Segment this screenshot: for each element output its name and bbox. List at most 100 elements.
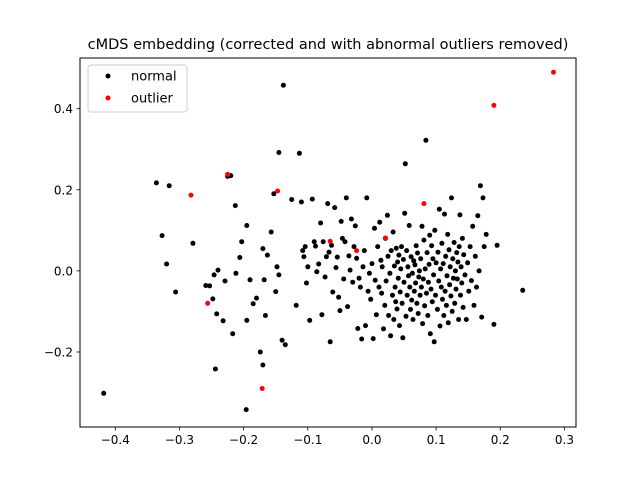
x-tick-label: −0.2 [229, 433, 258, 447]
point-normal-115 [386, 313, 392, 318]
point-normal-94 [364, 195, 370, 201]
point-normal-154 [412, 262, 418, 268]
point-normal-128 [395, 275, 401, 281]
point-normal-141 [404, 248, 410, 254]
point-normal-110 [382, 302, 388, 308]
point-normal-157 [414, 300, 420, 306]
point-normal-219 [454, 276, 460, 282]
point-normal-54 [309, 196, 315, 202]
point-normal-96 [366, 270, 372, 276]
x-tick-label: −0.3 [165, 433, 194, 447]
point-normal-164 [418, 284, 424, 290]
points-layer [101, 69, 556, 413]
point-normal-145 [406, 223, 412, 228]
point-normal-247 [491, 321, 497, 327]
point-normal-11 [215, 267, 221, 273]
point-normal-178 [427, 331, 433, 337]
point-outlier-0 [551, 69, 556, 75]
point-normal-191 [436, 206, 442, 212]
point-normal-173 [424, 250, 430, 256]
point-normal-9 [210, 296, 216, 302]
point-normal-45 [293, 302, 299, 308]
point-outlier-3 [275, 188, 281, 194]
point-normal-211 [449, 308, 455, 314]
point-normal-204 [445, 231, 451, 237]
point-normal-59 [318, 220, 324, 226]
point-normal-33 [262, 313, 268, 318]
point-normal-126 [394, 306, 400, 312]
point-normal-202 [443, 302, 449, 308]
point-normal-193 [438, 266, 444, 272]
point-normal-119 [390, 292, 395, 298]
point-normal-99 [370, 336, 376, 342]
point-normal-62 [322, 274, 328, 280]
y-tick-label: 0.0 [54, 264, 73, 278]
point-normal-48 [300, 248, 306, 254]
point-normal-80 [346, 253, 352, 259]
point-normal-225 [458, 264, 464, 270]
point-normal-7 [203, 283, 209, 288]
point-normal-244 [480, 195, 486, 201]
point-normal-20 [233, 270, 239, 276]
point-normal-101 [372, 277, 378, 283]
point-normal-213 [450, 275, 456, 281]
point-normal-222 [456, 244, 462, 250]
point-normal-232 [465, 260, 471, 266]
point-normal-132 [398, 266, 404, 272]
point-normal-93 [363, 323, 368, 329]
y-tick-label: 0.4 [54, 102, 73, 116]
point-normal-108 [379, 264, 385, 270]
legend-label-normal: normal [131, 70, 177, 85]
point-normal-70 [333, 265, 339, 271]
point-normal-73 [337, 308, 343, 314]
point-normal-123 [392, 284, 398, 290]
point-normal-42 [282, 342, 288, 348]
point-normal-74 [338, 218, 344, 224]
point-normal-137 [401, 279, 407, 285]
point-normal-130 [397, 323, 402, 329]
point-outlier-2 [225, 171, 231, 177]
point-normal-39 [276, 150, 282, 155]
point-normal-175 [425, 279, 431, 285]
point-normal-199 [442, 211, 447, 217]
point-normal-28 [254, 295, 259, 301]
point-normal-60 [319, 312, 325, 318]
point-normal-249 [520, 287, 526, 293]
y-tick-label: −0.2 [44, 345, 73, 359]
point-normal-156 [413, 243, 419, 249]
point-normal-229 [461, 252, 467, 258]
point-normal-214 [451, 240, 457, 245]
point-normal-167 [420, 276, 426, 282]
point-normal-133 [399, 244, 404, 250]
point-normal-210 [449, 195, 454, 201]
point-normal-27 [250, 301, 256, 307]
point-normal-246 [483, 231, 489, 237]
point-normal-6 [190, 240, 196, 246]
point-normal-41 [279, 337, 285, 343]
point-normal-38 [274, 264, 280, 270]
point-normal-139 [402, 161, 408, 167]
point-normal-121 [391, 317, 397, 322]
x-tick-label: 0.2 [491, 433, 510, 447]
point-normal-187 [433, 260, 439, 266]
point-normal-98 [369, 261, 375, 267]
point-normal-152 [411, 258, 417, 264]
point-normal-69 [332, 205, 338, 211]
point-normal-22 [239, 239, 245, 245]
point-normal-113 [384, 212, 390, 218]
point-normal-118 [388, 248, 394, 254]
point-normal-146 [407, 284, 413, 290]
point-normal-197 [440, 261, 446, 267]
point-normal-68 [330, 289, 336, 295]
point-normal-237 [471, 302, 477, 308]
point-normal-82 [348, 216, 354, 222]
point-normal-223 [457, 212, 463, 218]
point-normal-208 [447, 264, 453, 270]
point-normal-100 [372, 225, 377, 231]
point-normal-87 [355, 326, 361, 331]
legend-box [87, 64, 188, 113]
point-normal-36 [273, 289, 279, 295]
point-normal-203 [444, 273, 450, 279]
point-normal-67 [329, 242, 334, 248]
point-normal-235 [468, 278, 474, 284]
